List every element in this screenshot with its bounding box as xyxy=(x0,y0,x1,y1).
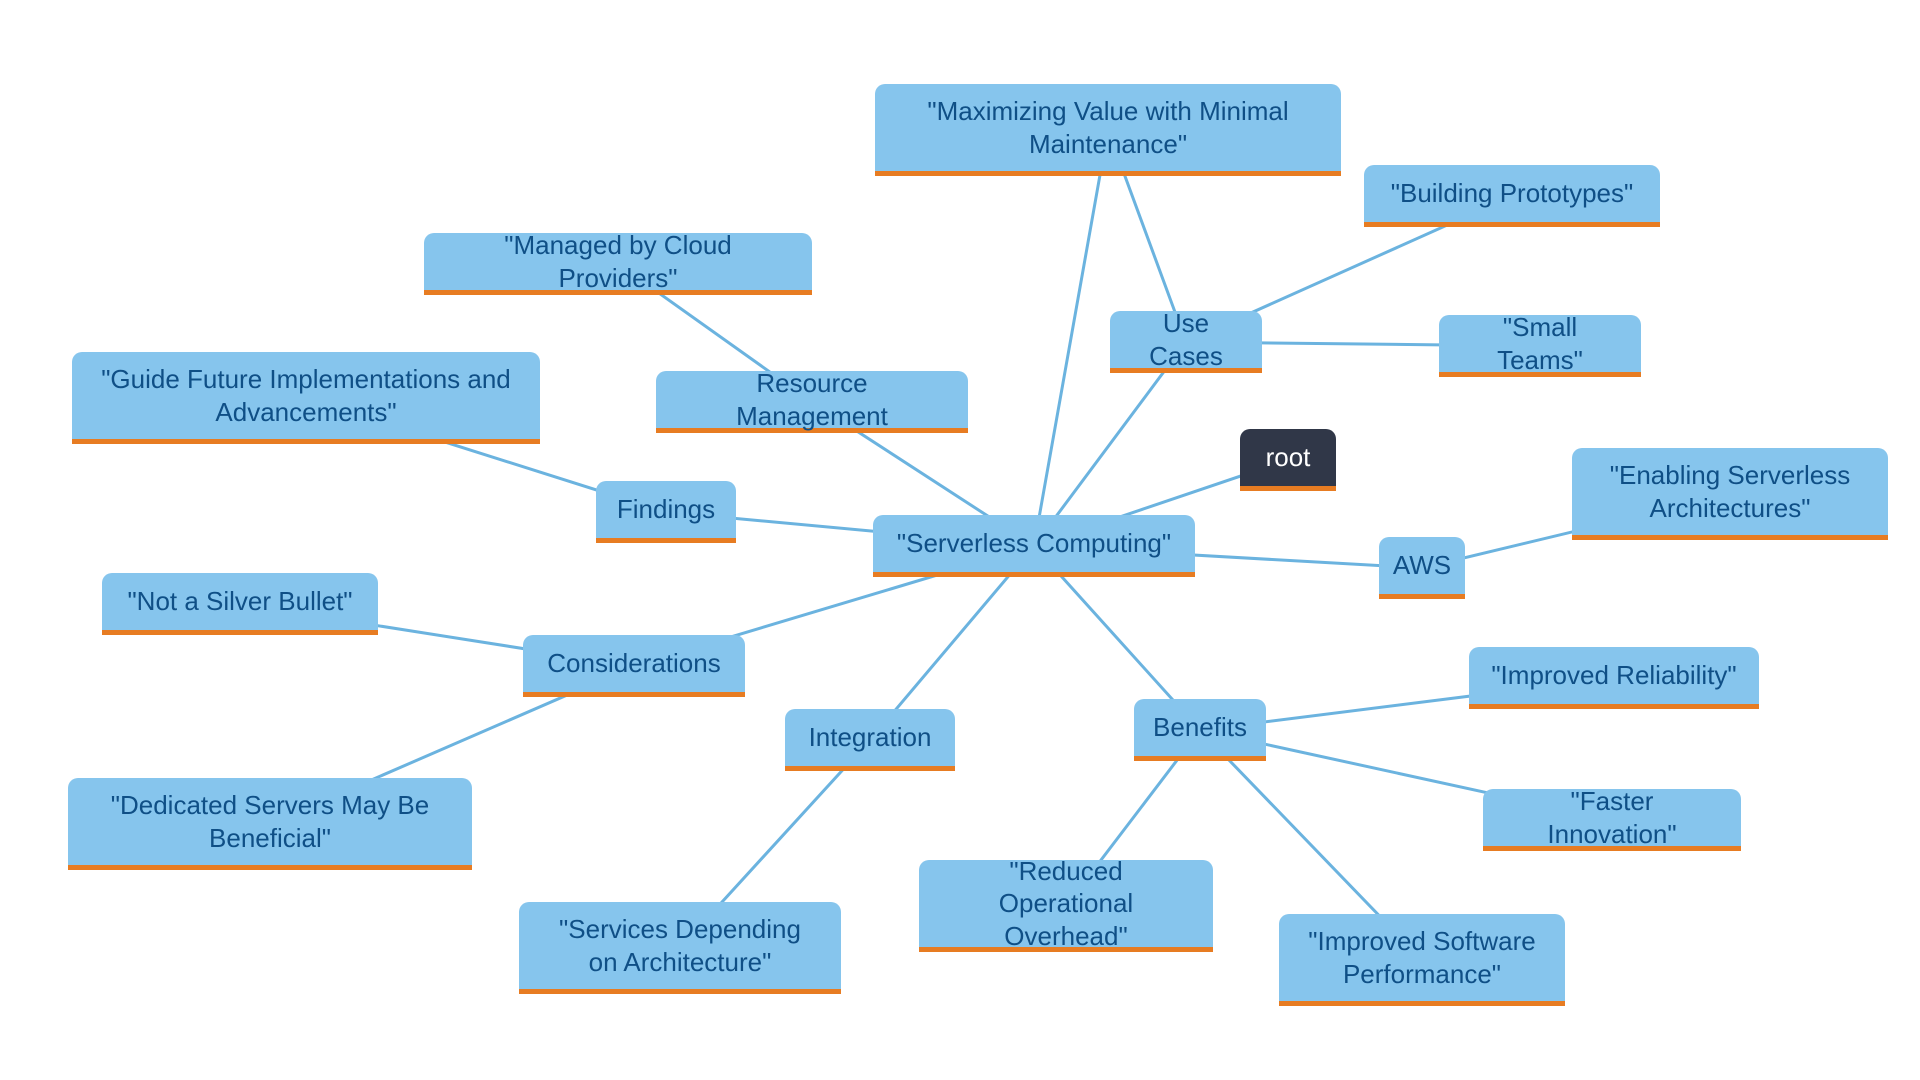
node-label: "Improved Reliability" xyxy=(1491,659,1736,692)
node-label: "Not a Silver Bullet" xyxy=(127,585,352,618)
node-label: "Enabling Serverless Architectures" xyxy=(1594,459,1866,524)
node-prototypes: "Building Prototypes" xyxy=(1364,165,1660,227)
node-dedicated: "Dedicated Servers May Be Beneficial" xyxy=(68,778,472,870)
node-label: "Improved Software Performance" xyxy=(1301,925,1543,990)
node-label: "Guide Future Implementations and Advanc… xyxy=(94,363,518,428)
node-overhead: "Reduced Operational Overhead" xyxy=(919,860,1213,952)
node-enabling: "Enabling Serverless Architectures" xyxy=(1572,448,1888,540)
node-aws: AWS xyxy=(1379,537,1465,599)
diagram-canvas: root "Serverless Computing" "Maximizing Va… xyxy=(0,0,1920,1080)
node-label: "Building Prototypes" xyxy=(1391,177,1633,210)
node-resmgmt: Resource Management xyxy=(656,371,968,433)
node-label: "Reduced Operational Overhead" xyxy=(941,855,1191,953)
node-label: Findings xyxy=(617,493,715,526)
node-label: "Small Teams" xyxy=(1461,311,1619,376)
node-consider: Considerations xyxy=(523,635,745,697)
node-label: "Dedicated Servers May Be Beneficial" xyxy=(90,789,450,854)
node-nosilver: "Not a Silver Bullet" xyxy=(102,573,378,635)
node-integration: Integration xyxy=(785,709,955,771)
node-label: AWS xyxy=(1393,549,1451,582)
node-reliability: "Improved Reliability" xyxy=(1469,647,1759,709)
node-innovation: "Faster Innovation" xyxy=(1483,789,1741,851)
node-benefits: Benefits xyxy=(1134,699,1266,761)
node-label: Considerations xyxy=(547,647,720,680)
node-label: "Managed by Cloud Providers" xyxy=(446,229,790,294)
node-label: Use Cases xyxy=(1132,307,1240,372)
node-label: "Serverless Computing" xyxy=(897,527,1171,560)
node-smallteams: "Small Teams" xyxy=(1439,315,1641,377)
node-perf: "Improved Software Performance" xyxy=(1279,914,1565,1006)
node-findings: Findings xyxy=(596,481,736,543)
node-use_cases: Use Cases xyxy=(1110,311,1262,373)
node-label: Integration xyxy=(809,721,932,754)
node-center: "Serverless Computing" xyxy=(873,515,1195,577)
node-label: "Faster Innovation" xyxy=(1505,785,1719,850)
node-label: Resource Management xyxy=(678,367,946,432)
node-label: root xyxy=(1266,441,1311,474)
node-maxvalue: "Maximizing Value with Minimal Maintenan… xyxy=(875,84,1341,176)
node-services: "Services Depending on Architecture" xyxy=(519,902,841,994)
node-label: "Maximizing Value with Minimal Maintenan… xyxy=(897,95,1319,160)
node-managed: "Managed by Cloud Providers" xyxy=(424,233,812,295)
node-guide: "Guide Future Implementations and Advanc… xyxy=(72,352,540,444)
node-root: root xyxy=(1240,429,1336,491)
node-label: Benefits xyxy=(1153,711,1247,744)
node-label: "Services Depending on Architecture" xyxy=(541,913,819,978)
edge xyxy=(1034,130,1108,546)
